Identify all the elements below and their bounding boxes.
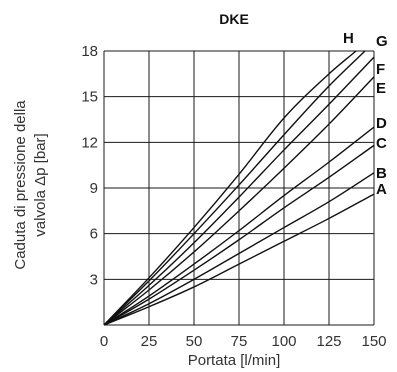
chart-title: DKE	[219, 11, 249, 27]
series-label-H: H	[343, 30, 354, 47]
series-line-E	[103, 76, 375, 326]
y-tick-label-5: 18	[81, 43, 98, 60]
tick-labels: 0 25 50 75 100 125 150 3 6 9 12 15 18	[81, 43, 386, 350]
series-label-G: G	[376, 33, 388, 50]
y-tick-label-1: 6	[90, 226, 98, 243]
y-tick-label-4: 15	[81, 89, 98, 106]
x-tick-label-5: 125	[316, 333, 341, 350]
x-tick-label-1: 25	[141, 333, 158, 350]
series-label-F: F	[376, 61, 385, 78]
series-label-D: D	[376, 115, 387, 132]
series-line-F	[103, 56, 375, 326]
series-curves	[103, 50, 375, 326]
series-line-A	[103, 193, 375, 326]
series-line-B	[103, 172, 375, 326]
x-tick-label-6: 150	[361, 333, 386, 350]
series-label-A: A	[376, 181, 387, 198]
x-tick-label-2: 50	[186, 333, 203, 350]
series-label-E: E	[376, 80, 386, 97]
series-label-C: C	[376, 135, 387, 152]
series-label-B: B	[376, 165, 387, 182]
y-axis-label: Caduta di pressione della valvola Δp [ba…	[12, 100, 49, 270]
series-line-G	[103, 50, 366, 326]
x-tick-label-0: 0	[100, 333, 108, 350]
series-line-D	[103, 126, 375, 326]
series-line-C	[103, 144, 375, 326]
y-axis-label-line2: valvola Δp [bar]	[32, 133, 49, 236]
y-axis-label-line1: Caduta di pressione della	[12, 100, 29, 270]
y-tick-label-3: 12	[81, 134, 98, 151]
x-axis-label: Portata [l/min]	[188, 352, 281, 369]
grid	[103, 50, 375, 326]
x-tick-label-4: 100	[271, 333, 296, 350]
x-tick-label-3: 75	[231, 333, 248, 350]
series-line-H	[103, 50, 357, 326]
y-tick-label-0: 3	[90, 271, 98, 288]
y-tick-label-2: 9	[90, 180, 98, 197]
